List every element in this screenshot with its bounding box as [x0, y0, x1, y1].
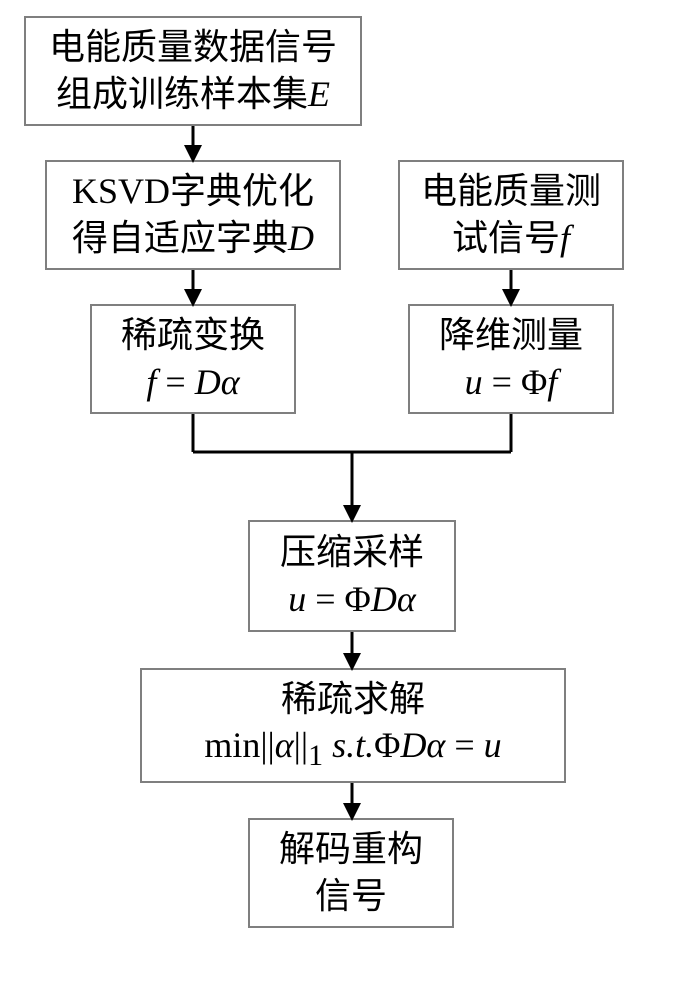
flowchart-canvas: 电能质量数据信号组成训练样本集E KSVD字典优化得自适应字典D 电能质量测试信号f…	[0, 0, 698, 1000]
box-line: 降维测量	[439, 312, 583, 359]
box-line: u = ΦDα	[288, 576, 416, 623]
box-line: 试信号f	[452, 215, 570, 262]
box-line: 稀疏变换	[121, 312, 265, 359]
box-sparse_transform: 稀疏变换f = Dα	[90, 304, 296, 414]
box-sparse_solve: 稀疏求解min||α||1 s.t.ΦDα = u	[140, 668, 566, 783]
box-line: 稀疏求解	[281, 676, 425, 723]
box-line: f = Dα	[146, 359, 239, 406]
box-line: 电能质量测	[421, 168, 601, 215]
box-test_signal: 电能质量测试信号f	[398, 160, 624, 270]
box-line: min||α||1 s.t.ΦDα = u	[204, 722, 501, 775]
box-line: 信号	[315, 873, 387, 920]
box-line: u = Φf	[465, 359, 558, 406]
box-line: 电能质量数据信号	[49, 24, 337, 71]
box-training_set: 电能质量数据信号组成训练样本集E	[24, 16, 362, 126]
box-line: 解码重构	[279, 826, 423, 873]
box-line: 压缩采样	[280, 529, 424, 576]
box-line: KSVD字典优化	[72, 168, 314, 215]
box-line: 得自适应字典D	[72, 215, 314, 262]
box-dim_reduction: 降维测量u = Φf	[408, 304, 614, 414]
box-decode: 解码重构信号	[248, 818, 454, 928]
box-compress_sampling: 压缩采样u = ΦDα	[248, 520, 456, 632]
box-ksvd: KSVD字典优化得自适应字典D	[45, 160, 341, 270]
box-line: 组成训练样本集E	[56, 71, 330, 118]
